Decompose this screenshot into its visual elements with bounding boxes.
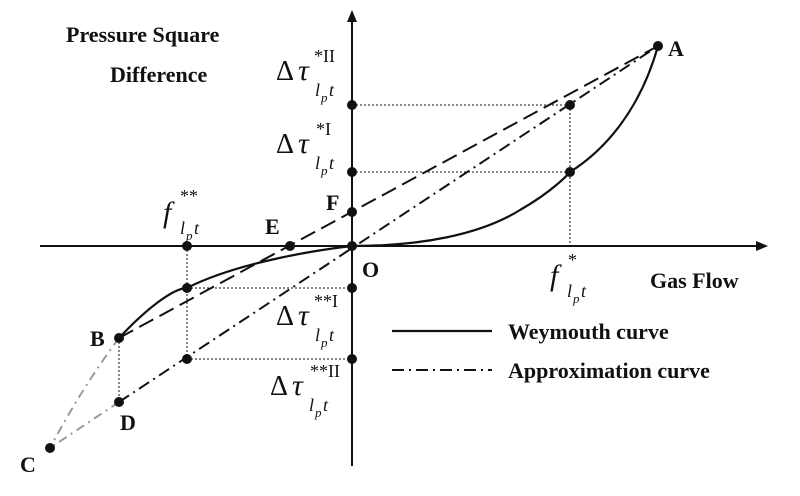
secant-line-B-A — [118, 45, 659, 339]
subscript-l: l — [180, 218, 185, 238]
subscript-p: p — [320, 163, 328, 178]
subscript-t: t — [329, 153, 335, 173]
y-axis-title-line1: Pressure Square — [66, 22, 220, 47]
point-F-marker — [347, 207, 357, 217]
point-E-label: E — [265, 214, 280, 239]
approximation-curve — [118, 45, 659, 403]
weymouth-point-star — [565, 167, 575, 177]
label-delta-tau-star-star-I: Δ τ **I l p t — [276, 291, 338, 350]
point-F-label: F — [326, 190, 339, 215]
subscript-l: l — [567, 281, 572, 301]
point-A-label: A — [668, 36, 684, 61]
approx-point-star — [565, 100, 575, 110]
label-f-star-star: f ** l p t — [163, 186, 200, 243]
subscript-t: t — [194, 218, 200, 238]
delta-symbol: Δ — [276, 56, 294, 87]
guide-lines — [118, 104, 571, 402]
weymouth-point-star-star — [182, 283, 192, 293]
subscript-l: l — [315, 153, 320, 173]
point-A-marker — [653, 41, 663, 51]
subscript-p: p — [572, 291, 580, 306]
delta-symbol: Δ — [276, 129, 294, 160]
delta-symbol: Δ — [276, 301, 294, 332]
superscript: * — [568, 250, 577, 270]
f-symbol: f — [550, 259, 562, 292]
f-star-star-axis-point — [182, 241, 192, 251]
origin-label: O — [362, 257, 379, 282]
extension-D-C — [49, 401, 120, 449]
label-delta-tau-star-I: Δ τ *I l p t — [276, 119, 335, 178]
f-symbol: f — [163, 196, 175, 229]
extension-to-C — [49, 337, 120, 449]
subscript-t: t — [329, 325, 335, 345]
subscript-p: p — [320, 335, 328, 350]
label-f-star: f * l p t — [550, 250, 587, 306]
point-D-label: D — [120, 410, 136, 435]
tau-symbol: τ — [292, 369, 304, 402]
origin-marker — [347, 241, 357, 251]
superscript: **II — [310, 361, 340, 381]
subscript-t: t — [329, 80, 335, 100]
subscript-p: p — [320, 90, 328, 105]
point-markers — [45, 41, 663, 453]
superscript: **I — [314, 291, 338, 311]
subscript-p: p — [185, 228, 193, 243]
subscript-l: l — [315, 80, 320, 100]
superscript: *II — [314, 46, 335, 66]
x-axis-title: Gas Flow — [650, 268, 739, 293]
point-D-marker — [114, 397, 124, 407]
extension-B-C — [49, 337, 120, 449]
tau-symbol: τ — [298, 299, 310, 332]
point-C-label: C — [20, 452, 36, 477]
approx-point-star-star — [182, 354, 192, 364]
axis-tick-star-star-I — [347, 283, 357, 293]
point-E-marker — [285, 241, 295, 251]
subscript-t: t — [581, 281, 587, 301]
point-B-marker — [114, 333, 124, 343]
axis-tick-star-I — [347, 167, 357, 177]
label-delta-tau-star-II: Δ τ *II l p t — [276, 46, 335, 105]
tau-symbol: τ — [298, 127, 310, 160]
subscript-p: p — [314, 405, 322, 420]
superscript: ** — [180, 186, 198, 206]
axis-tick-star-star-II — [347, 354, 357, 364]
legend-weymouth-label: Weymouth curve — [508, 319, 669, 344]
axis-tick-star-II — [347, 100, 357, 110]
legend-approximation-label: Approximation curve — [508, 358, 710, 383]
label-delta-tau-star-star-II: Δ τ **II l p t — [270, 361, 340, 420]
point-B-label: B — [90, 326, 105, 351]
delta-symbol: Δ — [270, 371, 288, 402]
superscript: *I — [316, 119, 331, 139]
subscript-l: l — [309, 395, 314, 415]
subscript-t: t — [323, 395, 329, 415]
legend: Weymouth curve Approximation curve — [392, 319, 710, 383]
subscript-l: l — [315, 325, 320, 345]
point-C-marker — [45, 443, 55, 453]
tau-symbol: τ — [298, 54, 310, 87]
y-axis-title-line2: Difference — [110, 62, 208, 87]
